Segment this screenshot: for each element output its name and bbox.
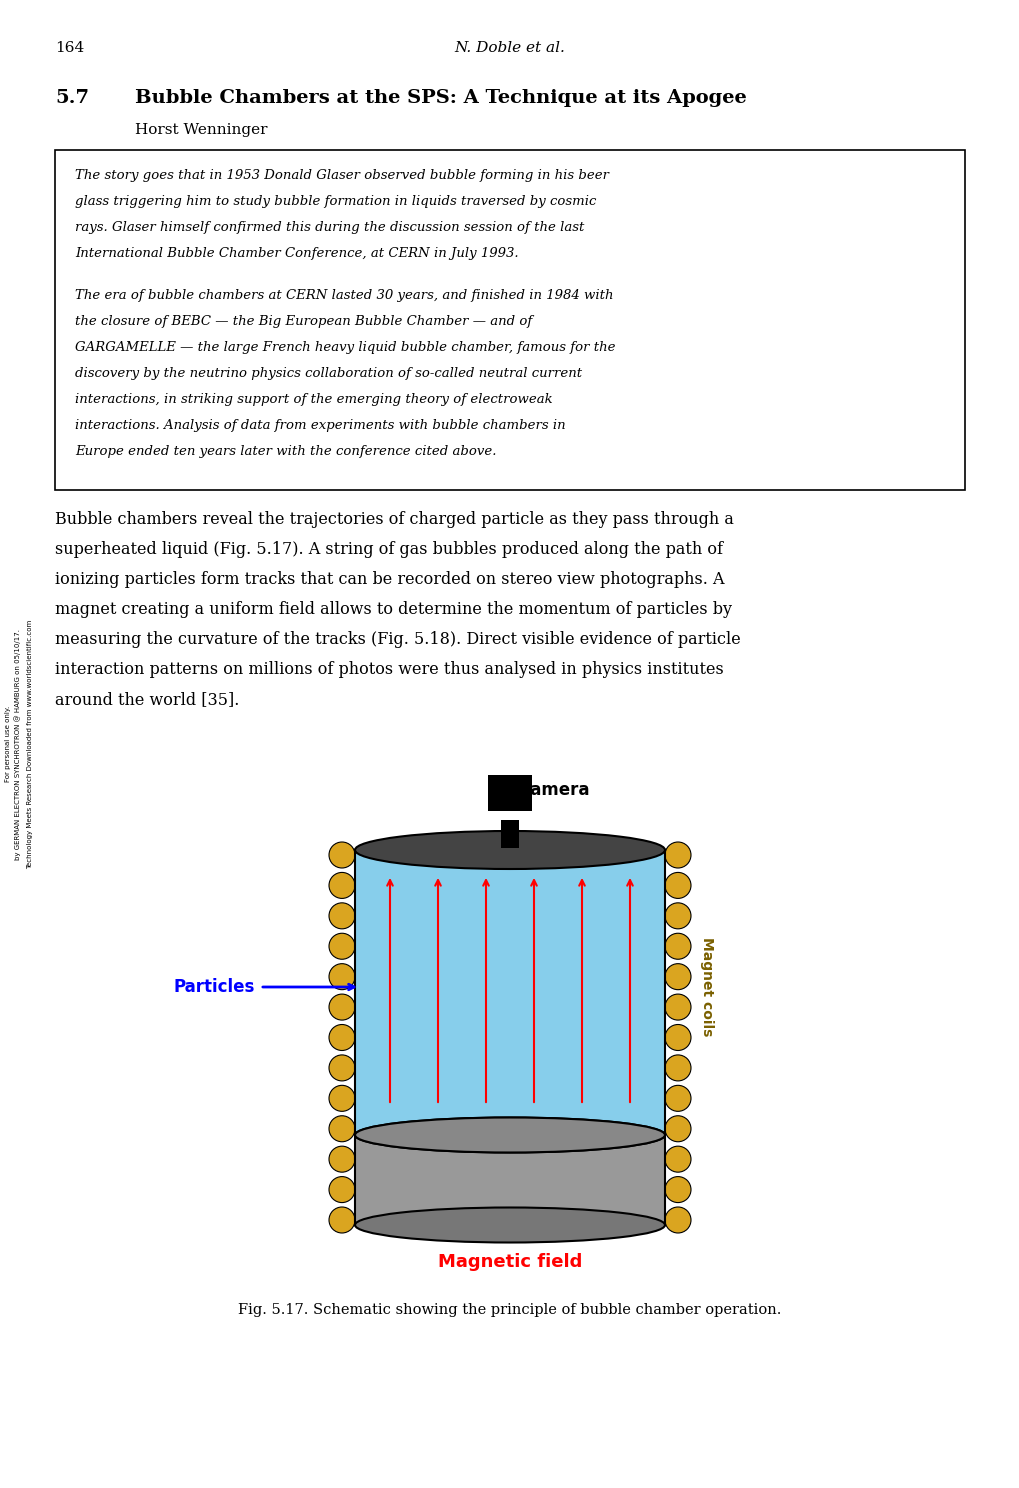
Text: superheated liquid (Fig. 5.17). A string of gas bubbles produced along the path : superheated liquid (Fig. 5.17). A string… [55, 542, 722, 558]
Text: interactions. Analysis of data from experiments with bubble chambers in: interactions. Analysis of data from expe… [75, 418, 566, 432]
Circle shape [664, 842, 690, 868]
Circle shape [664, 1085, 690, 1112]
Circle shape [329, 1146, 355, 1173]
Bar [487, 775, 532, 811]
Text: by GERMAN ELECTRON SYNCHROTRON @ HAMBURG on 05/10/17.: by GERMAN ELECTRON SYNCHROTRON @ HAMBURG… [14, 628, 21, 860]
Circle shape [664, 964, 690, 990]
Text: the closure of BEBC — the Big European Bubble Chamber — and of: the closure of BEBC — the Big European B… [75, 314, 532, 327]
Circle shape [329, 842, 355, 868]
Circle shape [664, 994, 690, 1021]
Text: 5.7: 5.7 [55, 89, 89, 107]
Circle shape [664, 1025, 690, 1051]
Text: Technology Meets Research Downloaded from www.worldscientific.com: Technology Meets Research Downloaded fro… [26, 619, 33, 869]
Text: Bubble chambers reveal the trajectories of charged particle as they pass through: Bubble chambers reveal the trajectories … [55, 512, 733, 528]
Ellipse shape [355, 1117, 664, 1153]
Text: measuring the curvature of the tracks (Fig. 5.18). Direct visible evidence of pa: measuring the curvature of the tracks (F… [55, 631, 740, 649]
Text: Horst Wenninger: Horst Wenninger [135, 124, 267, 137]
Text: Magnet coils: Magnet coils [699, 937, 713, 1037]
Text: Fig. 5.17. Schematic showing the principle of bubble chamber operation.: Fig. 5.17. Schematic showing the princip… [238, 1303, 781, 1317]
Text: The era of bubble chambers at CERN lasted 30 years, and finished in 1984 with: The era of bubble chambers at CERN laste… [75, 289, 612, 302]
Circle shape [664, 1146, 690, 1173]
Text: discovery by the neutrino physics collaboration of so-called neutral current: discovery by the neutrino physics collab… [75, 366, 582, 379]
Text: 164: 164 [55, 42, 85, 55]
Circle shape [329, 1025, 355, 1051]
Circle shape [664, 872, 690, 899]
Circle shape [664, 933, 690, 960]
Circle shape [329, 933, 355, 960]
Circle shape [664, 903, 690, 929]
Text: ionizing particles form tracks that can be recorded on stereo view photographs. : ionizing particles form tracks that can … [55, 571, 723, 588]
Circle shape [329, 994, 355, 1021]
Circle shape [664, 1055, 690, 1080]
Text: GARGAMELLE — the large French heavy liquid bubble chamber, famous for the: GARGAMELLE — the large French heavy liqu… [75, 341, 614, 354]
Text: glass triggering him to study bubble formation in liquids traversed by cosmic: glass triggering him to study bubble for… [75, 195, 596, 207]
Text: Camera: Camera [518, 781, 589, 799]
Ellipse shape [355, 1117, 664, 1153]
Bar [355, 850, 664, 1135]
Bar [500, 820, 519, 848]
Text: Europe ended ten years later with the conference cited above.: Europe ended ten years later with the co… [75, 445, 496, 457]
Circle shape [329, 872, 355, 899]
Text: N. Doble et al.: N. Doble et al. [454, 42, 565, 55]
Circle shape [329, 1085, 355, 1112]
Circle shape [329, 1177, 355, 1202]
Text: Magnetic field: Magnetic field [437, 1253, 582, 1271]
Text: Piston: Piston [535, 1170, 593, 1187]
Text: Bubble Chambers at the SPS: A Technique at its Apogee: Bubble Chambers at the SPS: A Technique … [135, 89, 746, 107]
Bar [55, 150, 964, 490]
Circle shape [329, 1055, 355, 1080]
Text: around the world [35].: around the world [35]. [55, 692, 239, 708]
Text: interaction patterns on millions of photos were thus analysed in physics institu: interaction patterns on millions of phot… [55, 662, 723, 679]
Text: Particles: Particles [173, 978, 255, 995]
Ellipse shape [355, 830, 664, 869]
Text: For personal use only.: For personal use only. [5, 705, 11, 783]
Ellipse shape [355, 1207, 664, 1242]
Bar [355, 1135, 664, 1225]
Circle shape [664, 1116, 690, 1141]
Text: rays. Glaser himself confirmed this during the discussion session of the last: rays. Glaser himself confirmed this duri… [75, 220, 584, 234]
Circle shape [329, 964, 355, 990]
Text: interactions, in striking support of the emerging theory of electroweak: interactions, in striking support of the… [75, 393, 552, 406]
Text: Liquid: Liquid [520, 976, 581, 994]
Text: International Bubble Chamber Conference, at CERN in July 1993.: International Bubble Chamber Conference,… [75, 247, 518, 259]
Circle shape [664, 1207, 690, 1234]
Circle shape [664, 1177, 690, 1202]
Circle shape [329, 1207, 355, 1234]
Circle shape [329, 903, 355, 929]
Circle shape [329, 1116, 355, 1141]
Text: magnet creating a uniform field allows to determine the momentum of particles by: magnet creating a uniform field allows t… [55, 601, 732, 619]
Text: The story goes that in 1953 Donald Glaser observed bubble forming in his beer: The story goes that in 1953 Donald Glase… [75, 168, 608, 182]
